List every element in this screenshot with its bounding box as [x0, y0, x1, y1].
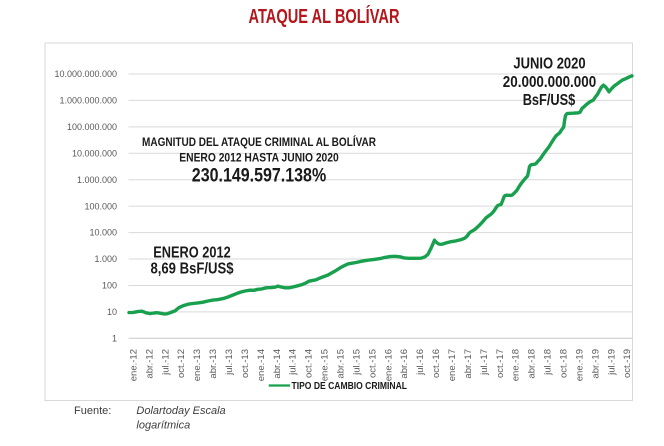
svg-text:ene.-17: ene.-17 [447, 349, 458, 381]
svg-text:oct.-15: oct.-15 [367, 349, 378, 378]
svg-text:Fuente:: Fuente: [74, 405, 111, 417]
svg-text:ene.-14: ene.-14 [256, 349, 267, 381]
svg-text:abr.-14: abr.-14 [272, 349, 283, 379]
svg-text:8,69 BsF/US$: 8,69 BsF/US$ [150, 261, 233, 278]
svg-text:JUNIO 2020: JUNIO 2020 [513, 56, 585, 73]
svg-text:ENERO 2012: ENERO 2012 [153, 245, 231, 262]
svg-text:jul.-14: jul.-14 [288, 349, 299, 376]
svg-text:20.000.000.000: 20.000.000.000 [503, 74, 596, 91]
svg-text:ene.-19: ene.-19 [574, 349, 585, 381]
svg-text:oct.-13: oct.-13 [240, 349, 251, 378]
svg-text:ene.-15: ene.-15 [320, 349, 331, 381]
svg-text:100.000.000: 100.000.000 [67, 122, 117, 132]
svg-text:abr.-16: abr.-16 [399, 349, 410, 379]
svg-text:oct.-17: oct.-17 [495, 349, 506, 378]
svg-text:abr.-17: abr.-17 [463, 349, 474, 379]
svg-text:10: 10 [107, 307, 117, 317]
svg-text:jul.-16: jul.-16 [415, 349, 426, 376]
svg-text:BsF/US$: BsF/US$ [523, 92, 576, 109]
svg-text:oct.-19: oct.-19 [622, 349, 633, 378]
svg-text:100.000: 100.000 [84, 201, 117, 211]
svg-text:ene.-12: ene.-12 [128, 349, 139, 381]
svg-text:Dolartoday Escala: Dolartoday Escala [136, 405, 225, 417]
svg-text:1.000: 1.000 [94, 254, 117, 264]
svg-text:10.000.000: 10.000.000 [72, 148, 117, 158]
svg-text:MAGNITUD DEL ATAQUE CRIMINAL A: MAGNITUD DEL ATAQUE CRIMINAL AL BOLÍVAR [142, 134, 376, 149]
svg-text:oct.-14: oct.-14 [304, 349, 315, 378]
svg-text:10.000: 10.000 [89, 228, 117, 238]
svg-text:100: 100 [102, 281, 117, 291]
svg-text:oct.-12: oct.-12 [176, 349, 187, 378]
svg-text:abr.-19: abr.-19 [590, 349, 601, 379]
svg-text:ene.-16: ene.-16 [383, 349, 394, 381]
svg-text:1: 1 [112, 333, 117, 343]
svg-text:oct.-16: oct.-16 [431, 349, 442, 378]
svg-text:jul.-18: jul.-18 [543, 349, 554, 376]
svg-text:jul.-19: jul.-19 [606, 349, 617, 376]
svg-text:abr.-13: abr.-13 [208, 349, 219, 379]
svg-text:TIPO DE CAMBIO CRIMINAL: TIPO DE CAMBIO CRIMINAL [292, 381, 408, 392]
svg-text:jul.-12: jul.-12 [160, 349, 171, 376]
svg-text:ENERO 2012 HASTA JUNIO 2020: ENERO 2012 HASTA JUNIO 2020 [179, 150, 339, 164]
svg-text:ene.-18: ene.-18 [511, 349, 522, 381]
svg-text:jul.-17: jul.-17 [479, 349, 490, 376]
svg-text:abr.-12: abr.-12 [144, 349, 155, 379]
svg-text:230.149.597.138%: 230.149.597.138% [192, 165, 326, 187]
svg-text:logarítmica: logarítmica [136, 420, 190, 432]
svg-text:1.000.000.000: 1.000.000.000 [59, 96, 117, 106]
svg-text:jul.-15: jul.-15 [351, 349, 362, 376]
svg-text:1.000.000: 1.000.000 [77, 175, 117, 185]
svg-text:ene.-13: ene.-13 [192, 349, 203, 381]
svg-text:abr.-18: abr.-18 [527, 349, 538, 379]
svg-text:ATAQUE AL BOLÍVAR: ATAQUE AL BOLÍVAR [249, 5, 400, 28]
svg-text:jul.-13: jul.-13 [224, 349, 235, 376]
svg-text:10.000.000.000: 10.000.000.000 [54, 69, 117, 79]
svg-text:oct.-18: oct.-18 [559, 349, 570, 378]
svg-text:abr.-15: abr.-15 [335, 349, 346, 379]
